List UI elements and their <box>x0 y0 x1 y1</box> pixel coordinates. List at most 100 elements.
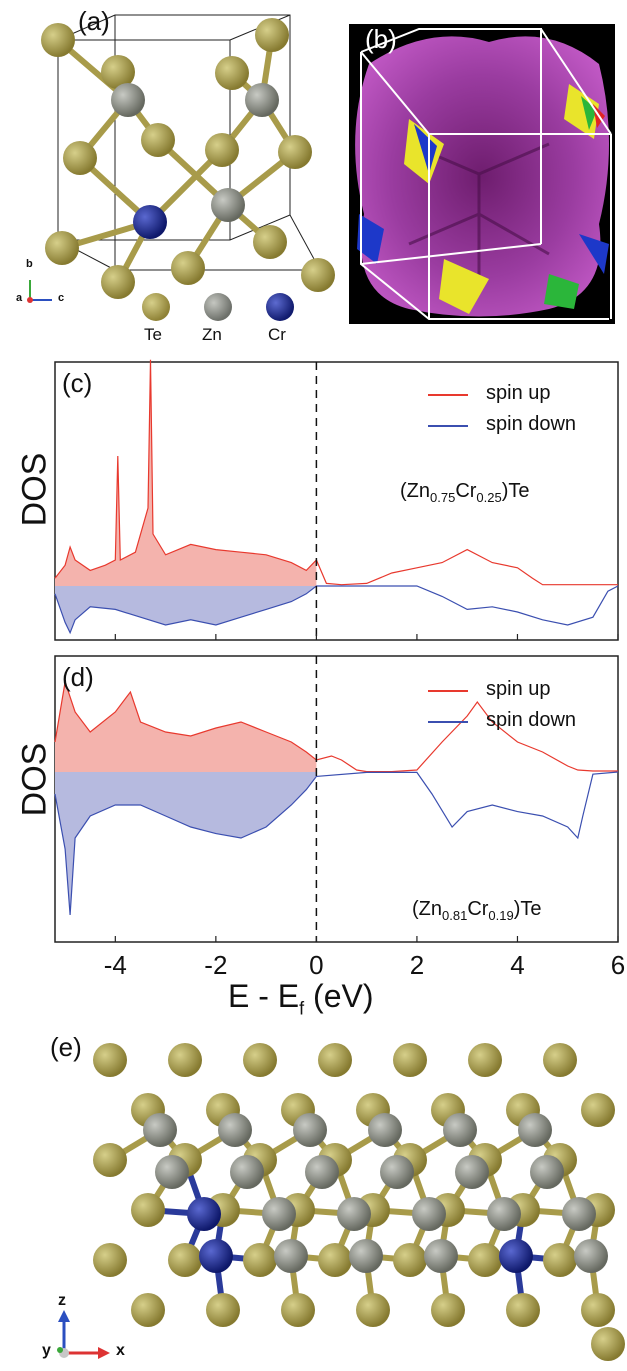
dos-fill-up <box>55 682 317 772</box>
zn-atom <box>111 83 145 117</box>
dos-fill-down <box>55 772 317 915</box>
legend-c-up-label: spin up <box>486 382 551 404</box>
te-atom <box>93 1243 127 1277</box>
te-atom <box>543 1243 577 1277</box>
zn-atom <box>218 1113 252 1147</box>
te-atom <box>253 225 287 259</box>
zn-atom <box>487 1197 521 1231</box>
zn-atom <box>530 1155 564 1189</box>
te-atom <box>281 1293 315 1327</box>
te-atom <box>318 1243 352 1277</box>
zn-atom <box>562 1197 596 1231</box>
te-atom <box>243 1043 277 1077</box>
legend-cr-swatch <box>266 293 294 321</box>
dos-line-down <box>54 585 619 635</box>
te-atom <box>205 133 239 167</box>
zn-atom <box>443 1113 477 1147</box>
dos-xlabel-sub: f <box>299 998 305 1019</box>
zn-atom <box>293 1113 327 1147</box>
zn-atom <box>245 83 279 117</box>
formula-c-sub2: 0.25 <box>476 490 502 505</box>
te-atom <box>278 135 312 169</box>
dos-xlabel-post: (eV) <box>304 978 374 1014</box>
axis-label-a: a <box>16 292 23 304</box>
te-atom <box>301 258 335 292</box>
te-atom <box>141 123 175 157</box>
cr-atom <box>187 1197 221 1231</box>
axis-triad-a <box>27 280 52 303</box>
te-atom <box>468 1243 502 1277</box>
zn-atom <box>262 1197 296 1231</box>
te-atom <box>171 251 205 285</box>
te-atom <box>131 1193 165 1227</box>
te-atom <box>101 55 135 89</box>
crystal-structure-e <box>57 1043 625 1361</box>
dos-fill-up <box>55 359 317 586</box>
te-atom <box>206 1293 240 1327</box>
te-atom <box>131 1293 165 1327</box>
te-atom <box>255 18 289 52</box>
zn-atom <box>424 1239 458 1273</box>
axis-triad-e <box>57 1310 110 1359</box>
panel-label-b: (b) <box>365 24 397 54</box>
dos-fill-down <box>55 586 317 633</box>
panel-label-c: (c) <box>62 368 93 398</box>
te-atom <box>93 1143 127 1177</box>
formula-d: (Zn0.81Cr0.19)Te <box>412 898 542 923</box>
formula-c-sub1: 0.75 <box>430 490 456 505</box>
zn-atom <box>155 1155 189 1189</box>
x-tick-label: -2 <box>204 950 227 980</box>
panel-a: (a) b a c Te Zn Cr <box>0 0 345 345</box>
te-atom <box>356 1293 390 1327</box>
zn-atom <box>305 1155 339 1189</box>
zn-atom <box>143 1113 177 1147</box>
legend-d-up-label: spin up <box>486 678 551 700</box>
dos-line-down <box>54 771 619 916</box>
cr-atom <box>199 1239 233 1273</box>
zn-atom <box>230 1155 264 1189</box>
te-atom <box>215 56 249 90</box>
legend-te-swatch <box>142 293 170 321</box>
zn-atom <box>368 1113 402 1147</box>
zn-atom <box>412 1197 446 1231</box>
te-atom <box>581 1293 615 1327</box>
legend-te-label: Te <box>144 325 162 344</box>
cr-atom <box>133 205 167 239</box>
legend-c-down-label: spin down <box>486 413 577 435</box>
te-atom <box>393 1243 427 1277</box>
panel-label-e: (e) <box>50 1032 82 1062</box>
dos-xlabel-pre: E - E <box>228 978 300 1014</box>
legend-d-down-label: spin down <box>486 709 577 731</box>
formula-c: (Zn0.75Cr0.25)Te <box>400 480 530 505</box>
x-tick-label: 6 <box>611 950 625 980</box>
te-atom <box>318 1043 352 1077</box>
legend-zn-swatch <box>204 293 232 321</box>
atom-legend: Te Zn Cr <box>138 293 298 344</box>
zn-atom <box>455 1155 489 1189</box>
crystal-structure-a <box>27 14 335 303</box>
zn-atom <box>518 1113 552 1147</box>
legend-c: spin up spin down <box>428 382 608 442</box>
zn-atom <box>274 1239 308 1273</box>
panel-e: (e) z y x <box>0 1030 627 1371</box>
te-atom <box>431 1293 465 1327</box>
panel-b: (b) <box>349 24 615 324</box>
fermi-surface-image <box>355 28 612 320</box>
x-tick-label: -4 <box>104 950 127 980</box>
ylabel-c: DOS <box>15 452 54 527</box>
x-tick-label: 0 <box>309 950 323 980</box>
legend-c-down-line <box>428 425 468 427</box>
x-tick-label: 2 <box>410 950 424 980</box>
te-atom <box>581 1093 615 1127</box>
panel-label-d: (d) <box>62 662 94 692</box>
legend-d-up-line <box>428 690 468 692</box>
zn-atom <box>574 1239 608 1273</box>
te-atom <box>591 1327 625 1361</box>
te-atom <box>243 1243 277 1277</box>
te-atom <box>41 23 75 57</box>
te-atom <box>393 1043 427 1077</box>
axis-label-c: c <box>58 292 65 304</box>
te-atom <box>168 1043 202 1077</box>
formula-d-sub2: 0.19 <box>488 908 514 923</box>
formula-d-mid: Cr <box>467 898 489 920</box>
